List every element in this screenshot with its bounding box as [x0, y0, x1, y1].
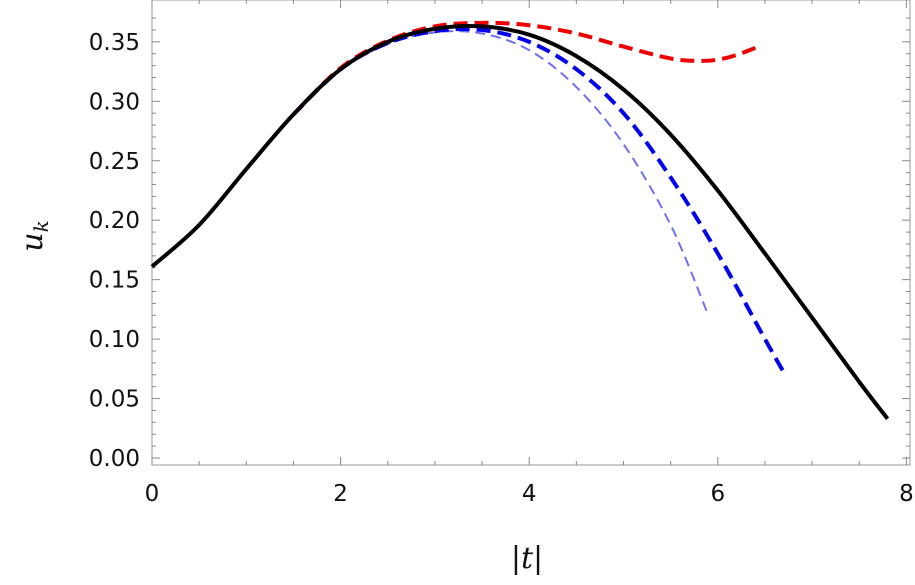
- x-axis-label: |t|: [511, 541, 543, 576]
- series-line-dashed-thin: [292, 30, 710, 316]
- y-tick-label: 0.30: [89, 89, 140, 115]
- series-line-solid: [150, 23, 890, 420]
- y-axis-label-main: u: [15, 232, 50, 251]
- y-tick-label: 0.20: [89, 208, 140, 234]
- x-tick-label: 8: [899, 481, 914, 507]
- y-axis-label-sub: k: [29, 220, 53, 232]
- y-axis-label: uk: [15, 220, 53, 251]
- y-tick-label: 0.25: [89, 149, 140, 175]
- x-tick-label: 2: [333, 481, 348, 507]
- y-tick-label: 0.35: [89, 30, 140, 56]
- y-tick-label: 0.15: [89, 268, 140, 294]
- y-tick-label: 0.05: [89, 387, 140, 413]
- plot-frame: [151, 0, 911, 466]
- y-tick-label: 0.00: [89, 446, 140, 472]
- x-tick-label: 6: [710, 481, 725, 507]
- x-tick-label: 0: [145, 481, 160, 507]
- series-line-dashed-thick: [292, 20, 757, 116]
- x-tick-label: 4: [522, 481, 537, 507]
- series-line-dashed-thick: [292, 26, 786, 374]
- y-tick-label: 0.10: [89, 327, 140, 353]
